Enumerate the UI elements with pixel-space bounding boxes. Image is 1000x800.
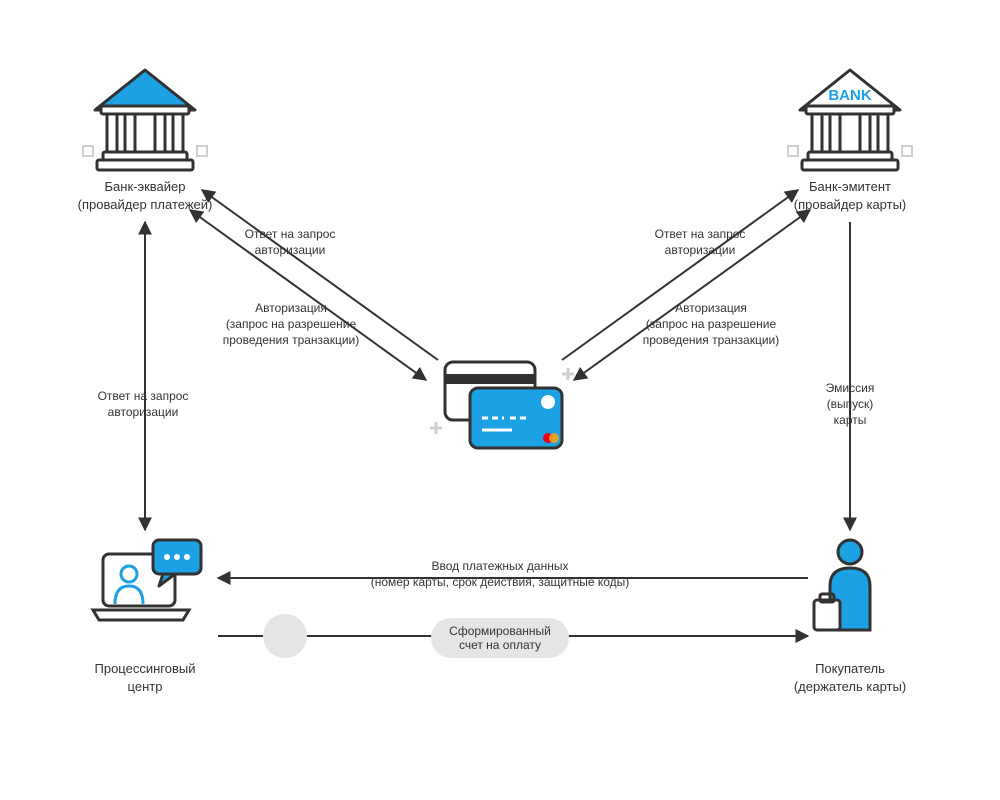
processing-center-icon: [93, 540, 201, 620]
issuer-label: Банк-эмитент (провайдер карты): [750, 178, 950, 213]
label-acq-to-proc: Ответ на запросавторизации: [60, 388, 226, 420]
bank-text-icon: BANK: [828, 87, 871, 104]
label-payment-data: Ввод платежных данных(номер карты, срок …: [300, 558, 700, 590]
label-iss-response: Ответ на запросавторизации: [620, 226, 780, 258]
label-acq-request: Авторизация(запрос на разрешениепроведен…: [186, 300, 396, 349]
label-iss-request: Авторизация(запрос на разрешениепроведен…: [606, 300, 816, 349]
bank-acquirer-icon: $: [83, 70, 207, 170]
label-acq-response: Ответ на запросавторизации: [210, 226, 370, 258]
buyer-icon: [814, 540, 870, 630]
label-iss-to-buyer: Эмиссия(выпуск)карты: [780, 380, 920, 429]
decorative-circle-icon: [263, 614, 307, 658]
credit-cards-icon: VISA: [430, 362, 574, 448]
label-invoice: Сформированныйсчет на оплату: [380, 618, 620, 658]
bank-issuer-icon: BANK: [788, 70, 912, 170]
dollar-sign-icon: $: [139, 78, 151, 103]
acquirer-label: Банк-эквайер (провайдер платежей): [45, 178, 245, 213]
processing-label: Процессинговый центр: [45, 660, 245, 695]
buyer-label: Покупатель (держатель карты): [750, 660, 950, 695]
